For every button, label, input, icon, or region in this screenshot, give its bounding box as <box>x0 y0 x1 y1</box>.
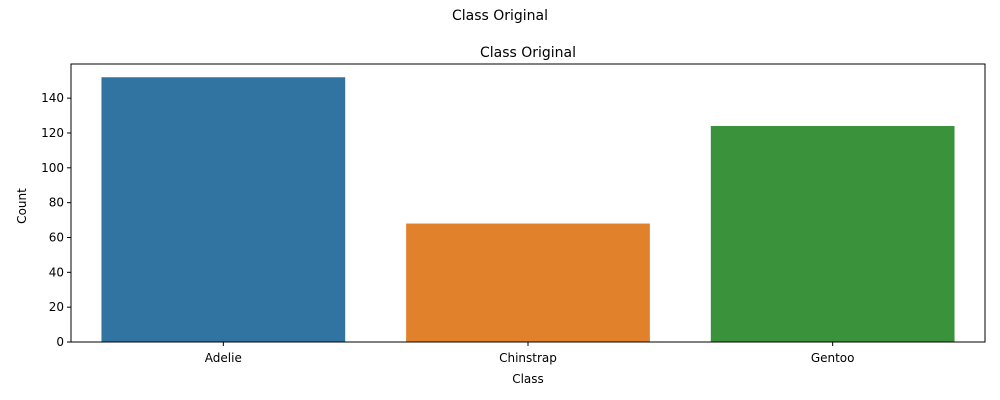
y-tick-label: 120 <box>41 126 64 140</box>
y-tick-label: 140 <box>41 91 64 105</box>
y-axis: 0 20 40 60 80 100 120 140 <box>41 91 71 349</box>
chart-title: Class Original <box>480 45 576 61</box>
bar-adelie <box>101 77 346 342</box>
x-tick-label: Chinstrap <box>499 351 557 365</box>
figure-suptitle: Class Original <box>452 8 548 24</box>
y-tick-label: 80 <box>49 196 64 210</box>
axes-frame <box>70 63 986 343</box>
y-axis-label: Count <box>15 188 29 224</box>
y-tick-label: 60 <box>49 230 64 244</box>
y-tick-label: 0 <box>56 335 64 349</box>
x-tick-label: Adelie <box>205 351 242 365</box>
y-tick-label: 100 <box>41 161 64 175</box>
bar-chinstrap <box>406 223 650 342</box>
y-tick-label: 20 <box>49 300 64 314</box>
y-tick-label: 40 <box>49 265 64 279</box>
x-axis-label: Class <box>512 372 544 386</box>
x-tick-label: Gentoo <box>811 351 855 365</box>
bars-group <box>101 77 955 342</box>
bar-gentoo <box>710 126 955 342</box>
x-axis: Adelie Chinstrap Gentoo <box>205 342 855 365</box>
